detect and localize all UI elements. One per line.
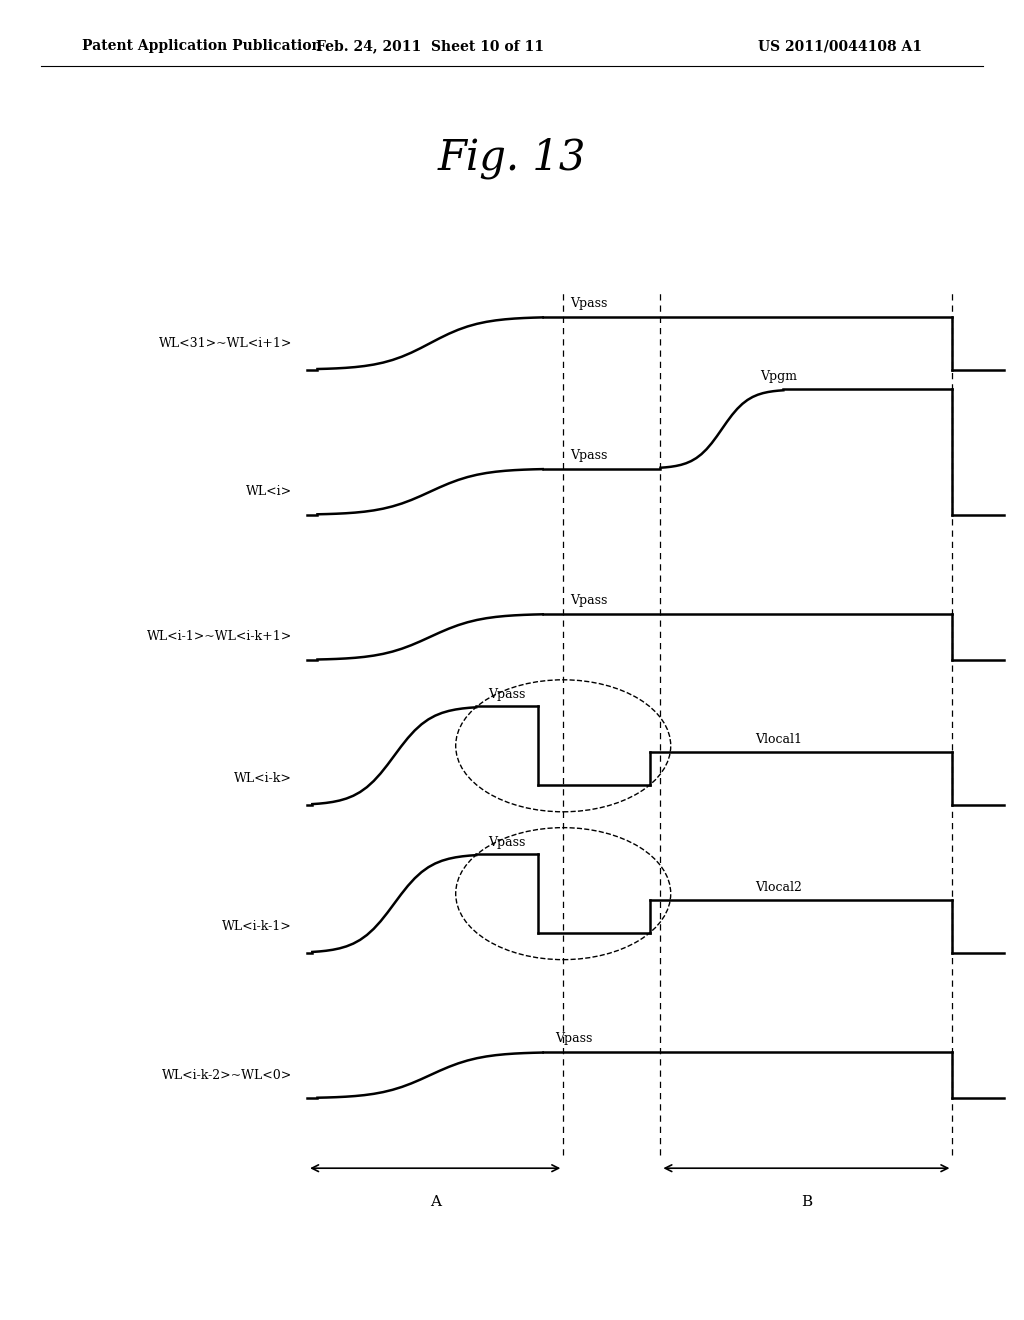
- Text: Vpass: Vpass: [488, 688, 525, 701]
- Text: Vpgm: Vpgm: [760, 370, 797, 383]
- Text: B: B: [801, 1195, 812, 1209]
- Text: WL<i-k-1>: WL<i-k-1>: [222, 920, 292, 933]
- Text: Vpass: Vpass: [570, 449, 607, 462]
- Text: WL<i>: WL<i>: [246, 486, 292, 498]
- Text: Vpass: Vpass: [570, 297, 607, 310]
- Text: WL<i-k-2>~WL<0>: WL<i-k-2>~WL<0>: [162, 1069, 292, 1081]
- Text: Fig. 13: Fig. 13: [438, 137, 586, 180]
- Text: Feb. 24, 2011  Sheet 10 of 11: Feb. 24, 2011 Sheet 10 of 11: [316, 40, 544, 53]
- Text: Vlocal2: Vlocal2: [755, 880, 802, 894]
- Text: WL<i-1>~WL<i-k+1>: WL<i-1>~WL<i-k+1>: [146, 631, 292, 643]
- Text: Vpass: Vpass: [488, 836, 525, 849]
- Text: A: A: [430, 1195, 440, 1209]
- Text: Patent Application Publication: Patent Application Publication: [82, 40, 322, 53]
- Text: Vpass: Vpass: [570, 594, 607, 607]
- Text: US 2011/0044108 A1: US 2011/0044108 A1: [758, 40, 922, 53]
- Text: Vlocal1: Vlocal1: [755, 733, 802, 746]
- Text: WL<i-k>: WL<i-k>: [233, 772, 292, 785]
- Text: WL<31>~WL<i+1>: WL<31>~WL<i+1>: [159, 337, 292, 350]
- Text: Vpass: Vpass: [555, 1032, 592, 1045]
